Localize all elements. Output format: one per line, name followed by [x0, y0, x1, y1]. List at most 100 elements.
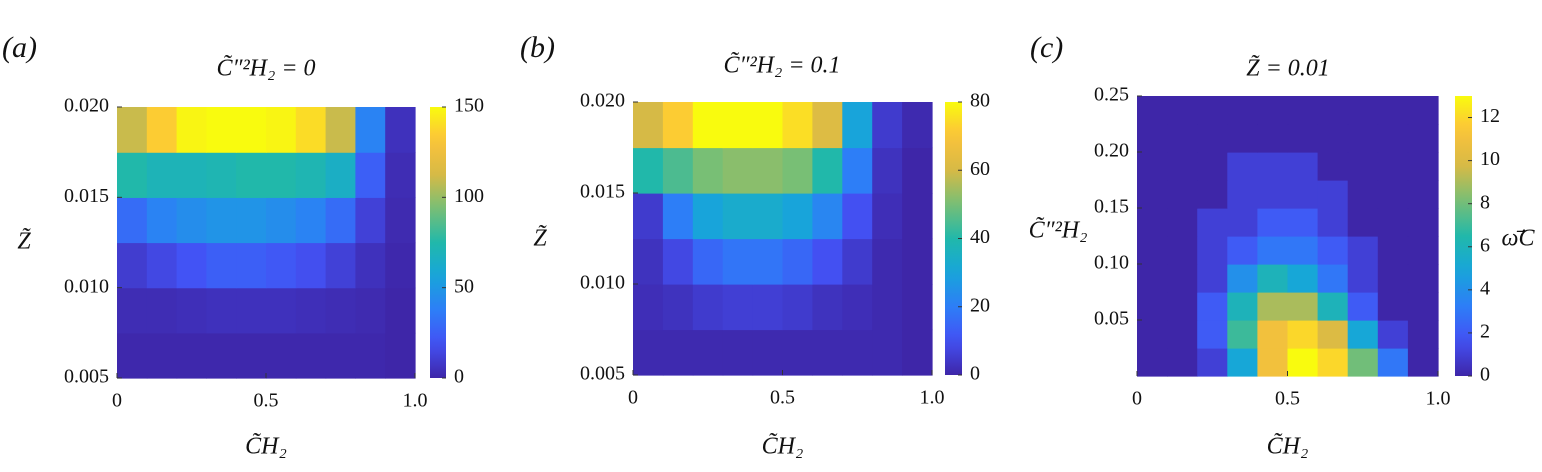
heatmap-cell	[722, 329, 754, 376]
x-tick-label: 0.5	[254, 390, 279, 412]
heatmap-cell	[385, 197, 416, 244]
heatmap-cell	[206, 242, 237, 289]
heatmap-cell	[722, 147, 754, 194]
heatmap-cell	[176, 242, 207, 289]
heatmap-cell	[1137, 348, 1168, 377]
y-axis-label: Z̃	[17, 228, 31, 255]
heatmap-cell	[236, 287, 267, 334]
colorbar-tick-label: 50	[454, 275, 474, 297]
heatmap-cell	[722, 102, 754, 149]
heatmap-cell	[266, 287, 297, 334]
heatmap-cell	[1137, 96, 1168, 125]
heatmap-cell	[1257, 180, 1289, 209]
heatmap-cell	[692, 238, 724, 285]
heatmap-cell	[1137, 124, 1168, 153]
x-axis-label: C̃H₂	[762, 432, 804, 459]
heatmap-cell	[1197, 208, 1228, 237]
heatmap-cell	[206, 152, 237, 198]
heatmap-cell	[1257, 292, 1289, 321]
heatmap-cell	[1407, 152, 1439, 181]
y-tick-label: 0.010	[580, 272, 625, 294]
heatmap-cell	[1377, 264, 1409, 293]
heatmap-cell	[1137, 264, 1168, 293]
heatmap-cell	[1407, 264, 1439, 293]
y-tick-label: 0.015	[64, 185, 109, 207]
heatmap-cell	[1227, 320, 1258, 349]
heatmap-cell	[1137, 152, 1168, 181]
heatmap-cell	[1137, 320, 1168, 349]
heatmap-cell	[117, 332, 148, 379]
y-axis-label: C̃″²H₂	[1029, 216, 1088, 243]
heatmap-cell	[1347, 320, 1379, 349]
heatmap-cell	[1287, 236, 1319, 265]
heatmap-cell	[1257, 236, 1289, 265]
heatmap-cell	[176, 197, 207, 244]
heatmap-cell	[1377, 180, 1409, 209]
heatmap-cell	[812, 102, 843, 149]
colorbar-tick-label: 4	[1480, 277, 1490, 299]
heatmap-cell	[752, 329, 784, 376]
heatmap-cell	[117, 197, 148, 244]
heatmap-cell	[1377, 292, 1409, 321]
x-tick-label: 0	[112, 390, 122, 412]
chart-title: C̃″²H₂ = 0	[216, 54, 315, 81]
heatmap-cell	[812, 329, 843, 376]
heatmap-cell	[633, 102, 664, 149]
heatmap-cell	[1227, 152, 1258, 181]
y-tick-label: 0.020	[580, 90, 625, 112]
heatmap-cell	[872, 193, 903, 240]
heatmap-cell	[782, 284, 813, 331]
heatmap-cell	[355, 197, 386, 244]
heatmap-cell	[1317, 236, 1349, 265]
heatmap-cell	[206, 197, 237, 244]
heatmap-cell	[325, 242, 356, 289]
heatmap-cell	[236, 107, 267, 153]
heatmap-cell	[1347, 152, 1379, 181]
heatmap-cell	[1377, 236, 1409, 265]
heatmap-cell	[1407, 124, 1439, 153]
heatmap-cell	[1197, 320, 1228, 349]
heatmap-cell	[1347, 236, 1379, 265]
heatmap-cell	[355, 287, 386, 334]
heatmap-cell	[146, 242, 178, 289]
heatmap-cell	[1347, 180, 1379, 209]
heatmap-cell	[295, 197, 327, 244]
heatmap-cell	[1377, 348, 1409, 377]
heatmap-cell	[385, 152, 416, 198]
heatmap-cell	[1197, 264, 1228, 293]
heatmap-cell	[1347, 124, 1379, 153]
heatmap-cell	[842, 284, 873, 331]
colorbar-tick-label: 10	[1480, 148, 1500, 170]
heatmap-cell	[692, 147, 724, 194]
heatmap-cell	[266, 197, 297, 244]
colorbar-tick-label: 150	[454, 95, 484, 117]
heatmap-cell	[1257, 348, 1289, 377]
heatmap-cell	[1377, 124, 1409, 153]
colorbar-label: ω̄̇C	[1502, 226, 1536, 252]
heatmap-cell	[782, 238, 813, 285]
heatmap-cell	[812, 193, 843, 240]
heatmap-cell	[1167, 180, 1198, 209]
colorbar-tick-label: 100	[454, 185, 484, 207]
heatmap-cell	[692, 193, 724, 240]
y-tick-label: 0.20	[1094, 140, 1129, 162]
x-tick-label: 0	[1132, 388, 1142, 410]
heatmap-cell	[355, 242, 386, 289]
heatmap-cell	[1317, 180, 1349, 209]
heatmap-cell	[1377, 320, 1409, 349]
heatmap-cell	[355, 332, 386, 379]
heatmap-cell	[385, 242, 416, 289]
y-tick-label: 0.10	[1094, 252, 1129, 274]
heatmap-cell	[1287, 96, 1319, 125]
heatmap-cell	[1197, 292, 1228, 321]
heatmap-cell	[1317, 152, 1349, 181]
chart-title: C̃″²H₂ = 0.1	[723, 51, 840, 78]
heatmap-cell	[1197, 96, 1228, 125]
heatmap-cell	[1347, 264, 1379, 293]
y-axis-label: Z̃	[533, 225, 547, 252]
heatmap-cell	[752, 238, 784, 285]
heatmap-cell	[722, 238, 754, 285]
heatmap-cell	[752, 284, 784, 331]
heatmap-cell	[1347, 292, 1379, 321]
heatmap-cell	[1287, 180, 1319, 209]
